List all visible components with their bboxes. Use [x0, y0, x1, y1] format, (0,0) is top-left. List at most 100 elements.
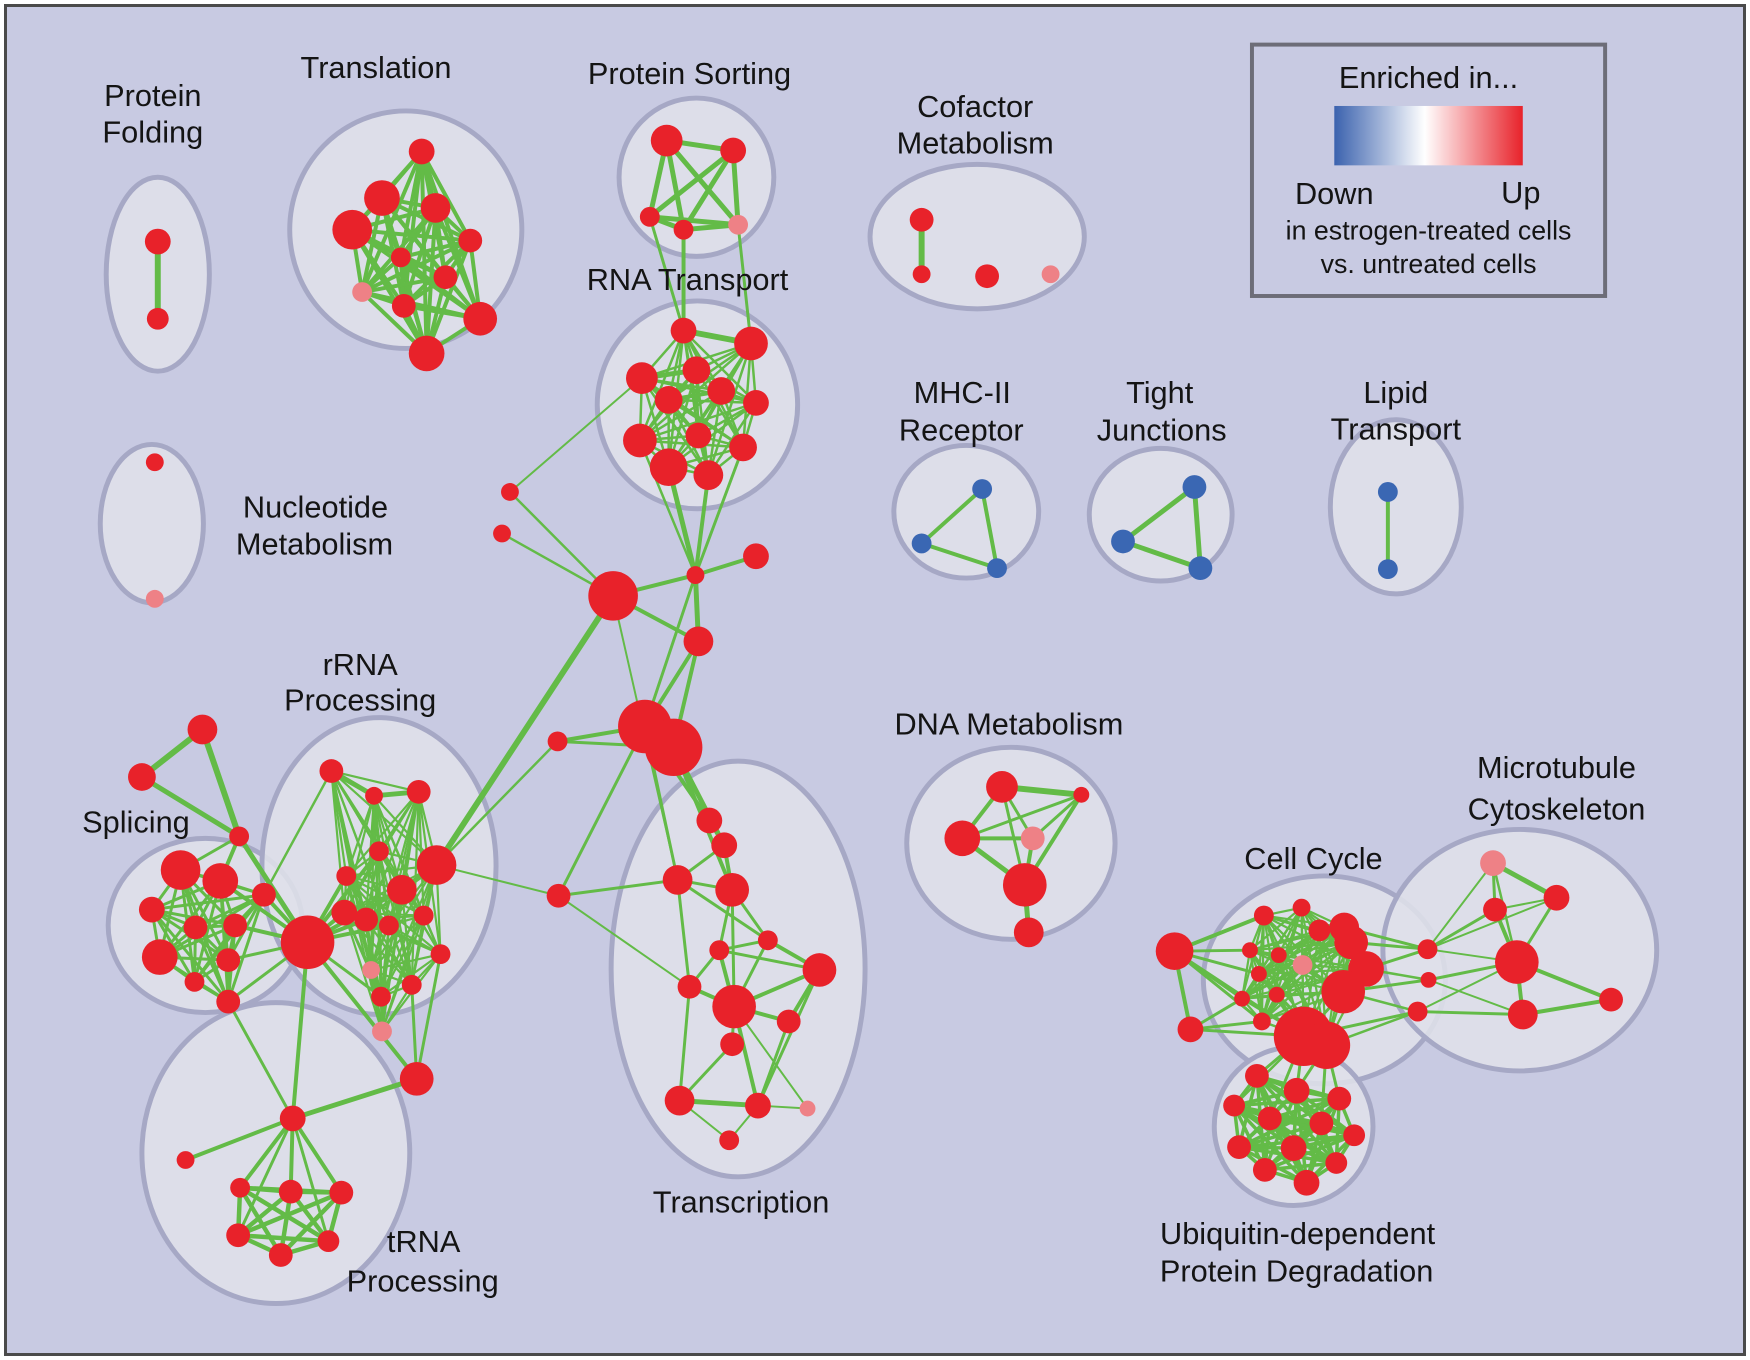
gene-set-node: [1507, 999, 1538, 1030]
gene-set-node: [138, 896, 165, 923]
cluster-label-rrna-processing: rRNA: [323, 647, 399, 682]
gene-set-node: [229, 826, 250, 847]
gene-set-node: [187, 714, 218, 745]
gene-set-node: [650, 124, 683, 157]
gene-set-node: [743, 543, 769, 570]
cluster-label-nucleotide-metabolism: Metabolism: [236, 526, 393, 561]
gene-set-node: [501, 483, 519, 501]
gene-set-node: [944, 820, 981, 857]
gene-set-node: [420, 193, 451, 223]
gene-set-node: [1073, 786, 1090, 803]
edge: [638, 439, 697, 577]
gene-set-node: [280, 915, 335, 969]
edge: [1426, 862, 1495, 951]
gene-set-node: [693, 460, 724, 490]
edge: [150, 908, 230, 1004]
gene-set-node: [909, 207, 934, 232]
edge: [139, 774, 242, 839]
cluster-label-trna-processing: Processing: [347, 1264, 499, 1299]
cluster-label-splicing: Splicing: [82, 804, 190, 839]
edge: [377, 850, 391, 927]
gene-set-node: [1283, 1077, 1310, 1104]
edge: [1416, 1010, 1525, 1017]
gene-set-node: [176, 1151, 195, 1169]
edge: [183, 1116, 295, 1162]
gene-set-node: [719, 1130, 740, 1151]
edge: [693, 445, 745, 577]
gene-set-node: [743, 390, 769, 416]
gene-set-node: [1013, 917, 1044, 948]
edge: [435, 864, 560, 897]
gene-set-node: [975, 264, 999, 289]
gene-set-node: [729, 433, 757, 462]
edge: [647, 148, 736, 220]
gene-set-node: [1177, 1016, 1204, 1043]
gene-set-node: [623, 423, 657, 458]
gene-set-node: [664, 1085, 695, 1116]
cluster-label-cofactor-metabolism: Metabolism: [897, 126, 1054, 161]
gene-set-node: [1325, 1152, 1348, 1174]
edge: [330, 769, 346, 914]
edge: [238, 1116, 295, 1190]
gene-set-node: [1417, 939, 1438, 960]
gene-set-node: [1250, 966, 1267, 982]
gene-set-node: [458, 228, 483, 253]
gene-set-node: [911, 533, 932, 554]
gene-set-node: [379, 915, 399, 936]
edge: [693, 473, 711, 578]
gene-set-node: [128, 763, 156, 791]
gene-set-node: [1309, 1111, 1334, 1136]
cluster-ellipse-cofactor-metabolism: [867, 161, 1087, 312]
cluster-label-cofactor-metabolism: Cofactor: [917, 89, 1033, 124]
gene-set-node: [317, 1230, 340, 1253]
edge: [1520, 997, 1614, 1017]
cluster-label-mhc-ii-receptor: MHC-II: [914, 375, 1011, 410]
gene-set-node: [226, 1223, 251, 1248]
cluster-label-nucleotide-metabolism: Nucleotide: [243, 490, 388, 525]
cluster-label-tight-junctions: Junctions: [1097, 413, 1227, 448]
edge: [647, 214, 741, 228]
legend-down-label: Down: [1295, 176, 1374, 211]
gene-set-node: [1270, 947, 1287, 964]
gene-set-node: [369, 841, 389, 862]
cluster-label-trna-processing: tRNA: [387, 1224, 461, 1259]
edge: [237, 1185, 284, 1258]
edge: [676, 878, 691, 989]
edge: [278, 1190, 344, 1258]
edge: [756, 968, 821, 1108]
edge: [235, 1232, 331, 1244]
gene-set-node: [1245, 1064, 1269, 1088]
gene-set-node: [776, 1009, 801, 1034]
gene-set-node: [673, 219, 694, 240]
gene-set-node: [1242, 942, 1258, 959]
gene-set-node: [986, 771, 1018, 803]
gene-set-node: [364, 180, 400, 216]
gene-set-node: [160, 850, 201, 890]
gene-set-node: [1188, 556, 1213, 581]
edge: [638, 342, 753, 442]
gene-set-node: [1480, 850, 1506, 876]
gene-set-node: [685, 422, 712, 449]
gene-set-node: [331, 899, 358, 926]
edge: [433, 205, 483, 321]
cluster-label-dna-metabolism: DNA Metabolism: [894, 706, 1123, 741]
gene-set-node: [216, 948, 241, 972]
gene-set-node: [662, 865, 693, 895]
gene-set-node: [354, 907, 379, 932]
cluster-label-rrna-processing: Processing: [284, 683, 436, 718]
gene-set-node: [279, 1105, 306, 1132]
edge: [158, 893, 266, 959]
gene-set-node: [371, 986, 391, 1007]
gene-set-node: [416, 845, 457, 885]
edge: [193, 893, 266, 984]
edge: [305, 940, 419, 1081]
edge: [379, 914, 425, 998]
gene-set-node: [493, 524, 511, 543]
gene-set-node: [1292, 955, 1313, 975]
edge: [199, 726, 243, 840]
gene-set-node: [146, 307, 169, 330]
gene-set-node: [1253, 905, 1274, 926]
edge: [345, 794, 376, 878]
edge: [980, 487, 999, 571]
gene-set-node: [654, 386, 683, 414]
